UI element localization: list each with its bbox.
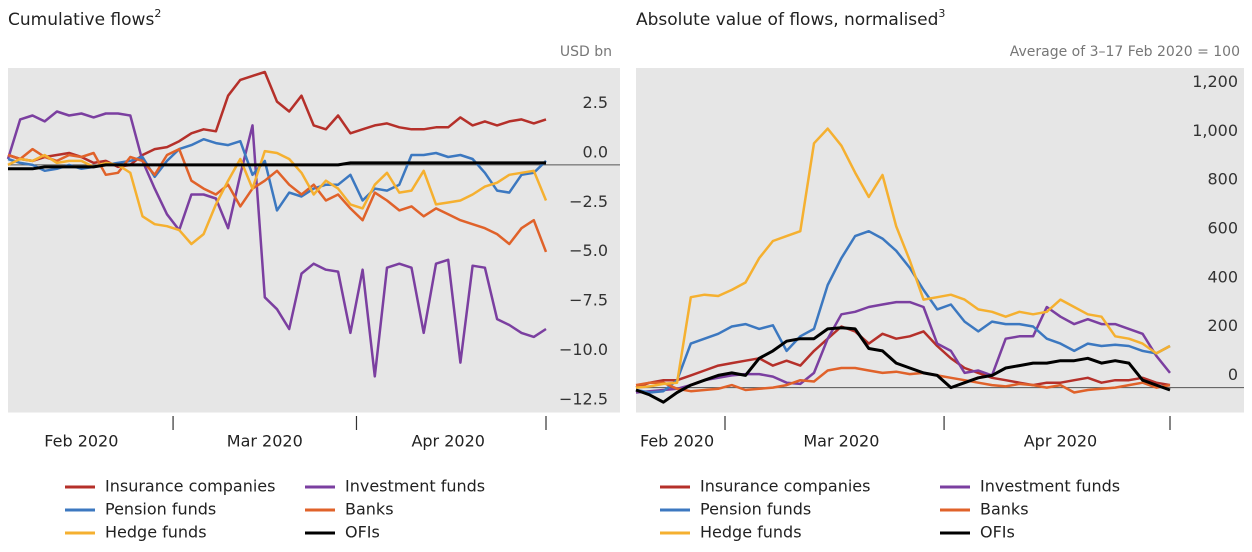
series-line [635,229,1171,394]
y-tick-label: −10.0 [559,340,608,359]
legend-label: OFIs [980,523,1015,542]
plot-background [636,68,1244,412]
y-tick-label: 1,000 [1192,121,1238,140]
title-text: Absolute value of flows, normalised [636,10,938,30]
unit-label: Average of 3–17 Feb 2020 = 100 [1010,44,1240,60]
series-line [8,161,546,171]
legend-label: Investment funds [345,477,485,496]
x-tick-label: Mar 2020 [227,432,303,451]
y-tick-label: 600 [1207,219,1238,238]
legend-label: OFIs [345,523,380,542]
series-line [635,326,1171,404]
chart-title: Cumulative flows2 [8,7,161,31]
legend-label: Hedge funds [105,523,207,542]
plot-background [8,68,620,412]
y-tick-label: −12.5 [559,390,608,409]
legend-label: Banks [345,500,394,519]
title-note: 3 [938,7,945,20]
series-line [7,147,548,253]
series-line [635,366,1171,394]
x-tick-label: Apr 2020 [1024,432,1097,451]
y-tick-label: 2.5 [583,93,608,112]
series-line [635,325,1171,389]
legend-label: Insurance companies [105,477,275,496]
y-tick-label: 0 [1228,365,1238,384]
legend-label: Investment funds [980,477,1120,496]
y-tick-label: −5.0 [569,241,608,260]
legend-label: Pension funds [105,500,216,519]
y-tick-label: −7.5 [569,291,608,310]
series-line [635,300,1171,394]
title-note: 2 [154,7,161,20]
y-tick-label: 400 [1207,267,1238,286]
chart-title: Absolute value of flows, normalised3 [636,7,945,31]
series-line [6,110,547,378]
legend-label: Insurance companies [700,477,870,496]
unit-label: USD bn [560,44,612,60]
x-tick-label: Mar 2020 [803,432,879,451]
y-tick-label: 800 [1207,170,1238,189]
x-tick-label: Apr 2020 [411,432,484,451]
legend-label: Hedge funds [700,523,802,542]
y-tick-label: 1,200 [1192,72,1238,91]
legend-label: Banks [980,500,1029,519]
y-tick-label: 200 [1207,316,1238,335]
series-line [635,127,1171,389]
x-tick-label: Feb 2020 [44,432,118,451]
y-tick-label: 0.0 [583,142,608,161]
x-tick-label: Feb 2020 [640,432,714,451]
legend-label: Pension funds [700,500,811,519]
y-tick-label: −2.5 [569,192,608,211]
title-text: Cumulative flows [8,10,154,30]
